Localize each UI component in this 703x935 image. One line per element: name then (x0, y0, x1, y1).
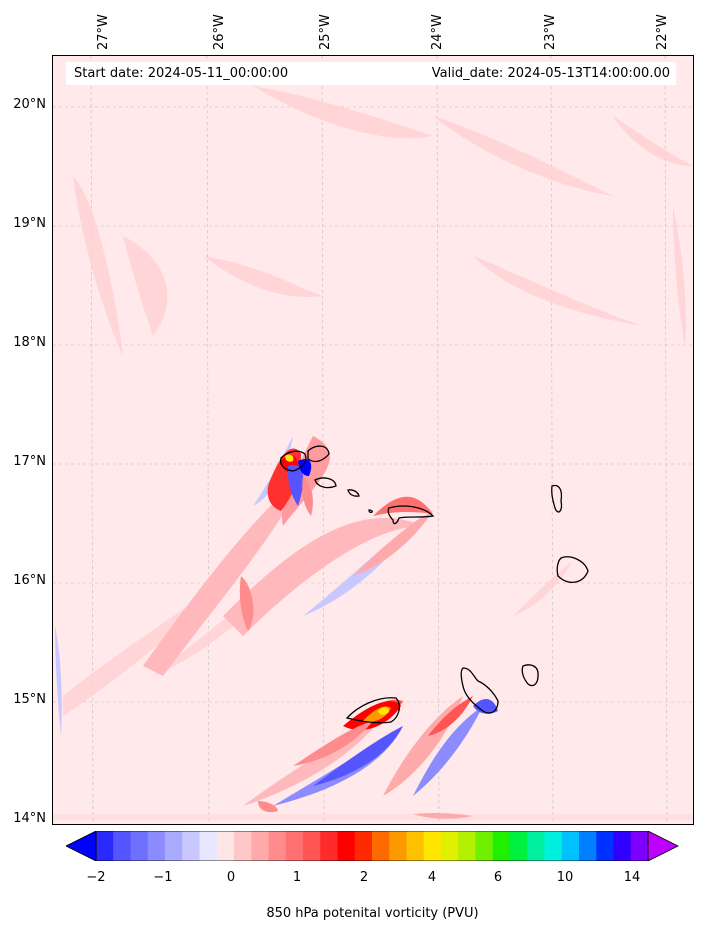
colorbar-segment (96, 831, 114, 861)
lon-label: 26°W (212, 14, 227, 50)
valid-date-label: Valid_date: 2024-05-13T14:00:00.00 (431, 66, 670, 81)
lat-label: 20°N (13, 97, 46, 112)
colorbar-segment (596, 831, 614, 861)
colorbar-segment (285, 831, 304, 861)
lon-label: 24°W (430, 14, 445, 50)
lat-label: 16°N (13, 573, 46, 588)
lon-label: 22°W (655, 14, 670, 50)
colorbar-segment (406, 831, 425, 861)
colorbar-segment (320, 831, 338, 861)
lon-label: 25°W (318, 14, 333, 50)
colorbar-segment (130, 831, 149, 861)
coastlines (279, 445, 589, 724)
colorbar-tick-label: −2 (86, 870, 106, 885)
colorbar-tick-label: 0 (226, 870, 236, 885)
colorbar-tick-label: 2 (359, 870, 369, 885)
colorbar-segment (613, 831, 632, 861)
colorbar-tick-label: 14 (623, 870, 641, 885)
lon-label: 27°W (96, 14, 111, 50)
colorbar (66, 831, 679, 861)
lat-label: 15°N (13, 692, 46, 707)
colorbar-segment (234, 831, 252, 861)
lat-label: 19°N (13, 216, 46, 231)
colorbar-tick-label: 10 (556, 870, 574, 885)
colorbar-segment (165, 831, 183, 861)
colorbar-segment (389, 831, 407, 861)
colorbar-segment (216, 831, 235, 861)
colorbar-segment (579, 831, 597, 861)
colorbar-segment (113, 831, 131, 861)
colorbar-segment (337, 831, 356, 861)
colorbar-title: 850 hPa potenital vorticity (PVU) (266, 906, 479, 921)
colorbar-segment (354, 831, 373, 861)
colorbar-segment (423, 831, 442, 861)
colorbar-segment (527, 831, 545, 861)
colorbar-tick-label: 1 (292, 870, 302, 885)
date-info-box: Start date: 2024-05-11_00:00:00 Valid_da… (66, 62, 676, 85)
start-date-label: Start date: 2024-05-11_00:00:00 (74, 66, 289, 81)
lon-label: 23°W (543, 14, 558, 50)
colorbar-segment (492, 831, 511, 861)
colorbar-segment (458, 831, 476, 861)
colorbar-segment (510, 831, 528, 861)
colorbar-segment (268, 831, 287, 861)
colorbar-tick-label: 4 (427, 870, 437, 885)
colorbar-segment (182, 831, 200, 861)
colorbar-segment (303, 831, 321, 861)
colorbar-segment (199, 831, 218, 861)
gridlines (53, 56, 693, 824)
colorbar-segment (372, 831, 390, 861)
map-panel (52, 55, 694, 825)
colorbar-segment (475, 831, 494, 861)
colorbar-max-extend (647, 831, 679, 861)
colorbar-segment (441, 831, 459, 861)
pv-field-map (53, 56, 693, 824)
colorbar-segment (544, 831, 563, 861)
lat-label: 18°N (13, 335, 46, 350)
northern-pv-streaks (143, 436, 433, 676)
lat-label: 17°N (13, 454, 46, 469)
colorbar-tick-label: 6 (493, 870, 503, 885)
colorbar-tick-label: −1 (153, 870, 173, 885)
colorbar-segment (561, 831, 580, 861)
colorbar-segment (630, 831, 649, 861)
southern-pv-streaks (55, 626, 498, 819)
lat-label: 14°N (13, 811, 46, 826)
colorbar-segment (147, 831, 166, 861)
colorbar-segment (251, 831, 269, 861)
colorbar-min-extend (66, 831, 97, 861)
